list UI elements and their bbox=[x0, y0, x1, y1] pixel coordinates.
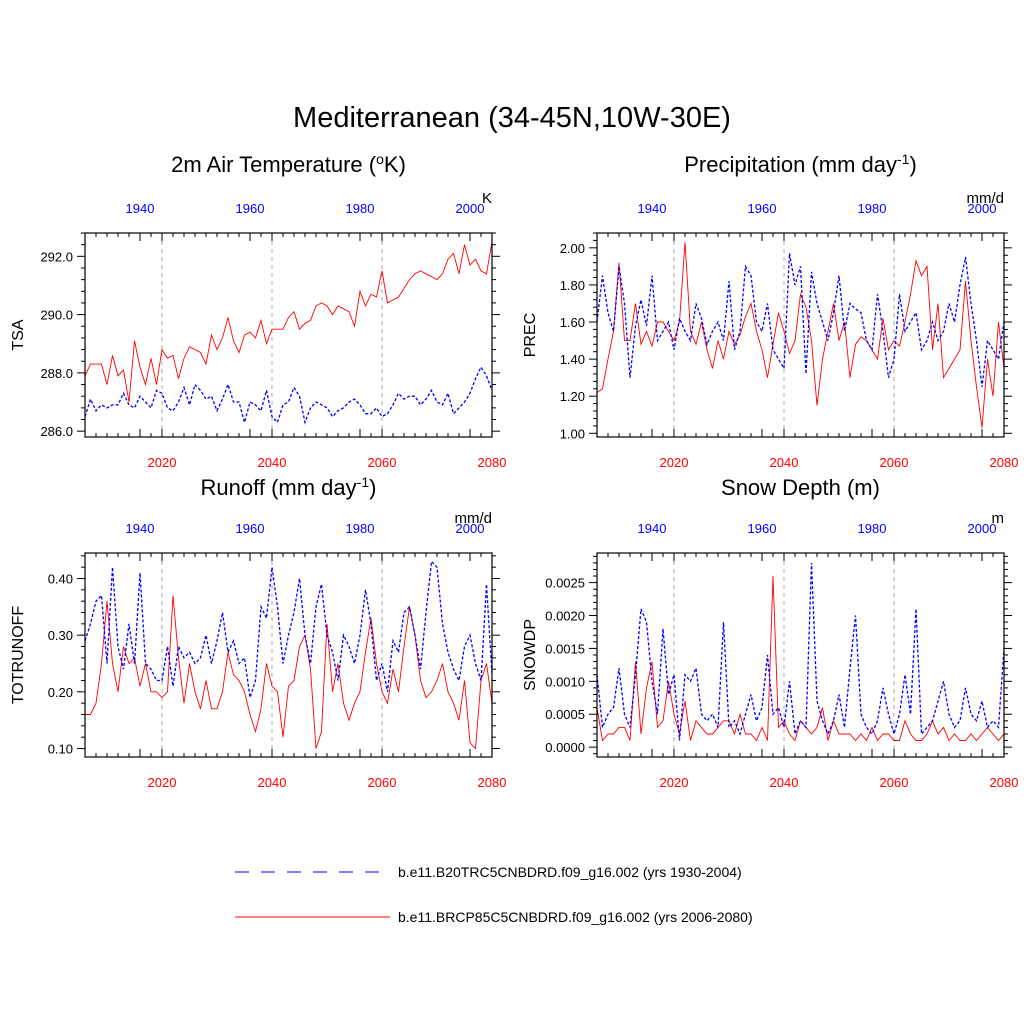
x-tick-label-bottom: 2020 bbox=[148, 455, 177, 470]
y-axis-label: TOTRUNOFF bbox=[10, 606, 27, 705]
series-future-line bbox=[597, 242, 1004, 428]
series-historical-line bbox=[597, 562, 1004, 741]
y-axis-label: PREC bbox=[522, 313, 539, 357]
x-tick-label-bottom: 2060 bbox=[368, 775, 397, 790]
y-tick-label: 0.0010 bbox=[545, 674, 585, 689]
x-tick-label-top: 1980 bbox=[346, 521, 375, 536]
panel-title: Precipitation (mm day-1) bbox=[684, 151, 917, 177]
y-tick-label: 1.20 bbox=[560, 389, 585, 404]
x-tick-label-bottom: 2060 bbox=[880, 455, 909, 470]
y-tick-label: 2.00 bbox=[560, 241, 585, 256]
x-tick-label-top: 1940 bbox=[638, 521, 667, 536]
x-tick-label-top: 1960 bbox=[236, 201, 265, 216]
x-tick-label-bottom: 2060 bbox=[368, 455, 397, 470]
x-tick-label-bottom: 2080 bbox=[478, 455, 507, 470]
series-future-line bbox=[597, 575, 1004, 742]
x-tick-label-bottom: 2080 bbox=[990, 455, 1019, 470]
x-tick-label-top: 1940 bbox=[126, 521, 155, 536]
legend-label-future: b.e11.BRCP85C5CNBDRD.f09_g16.002 (yrs 20… bbox=[398, 909, 753, 925]
y-tick-label: 290.0 bbox=[40, 308, 73, 323]
y-tick-label: 0.0020 bbox=[545, 609, 585, 624]
series-historical-line bbox=[85, 560, 492, 698]
y-tick-label: 0.30 bbox=[48, 628, 73, 643]
panel-snowdp: Snow Depth (m) m SNOWDP 0.0000 0.0005 0.0010 0… bbox=[522, 475, 1018, 790]
y-tick-label: 288.0 bbox=[40, 366, 73, 381]
x-tick-label-top: 1940 bbox=[126, 201, 155, 216]
panel-title: Snow Depth (m) bbox=[721, 475, 880, 500]
x-tick-label-top: 1980 bbox=[346, 201, 375, 216]
panel-units: m bbox=[992, 510, 1005, 527]
y-tick-label: 1.60 bbox=[560, 315, 585, 330]
panel-units: K bbox=[482, 190, 492, 207]
panel-title: Runoff (mm day-1) bbox=[201, 474, 377, 500]
y-tick-label: 286.0 bbox=[40, 424, 73, 439]
x-tick-label-top: 1960 bbox=[236, 521, 265, 536]
panel-totrunoff: Runoff (mm day-1) mm/d TOTRUNOFF 0.10 0.20 0.… bbox=[10, 474, 506, 790]
y-tick-label: 292.0 bbox=[40, 249, 73, 264]
panel-title: 2m Air Temperature (oK) bbox=[171, 151, 406, 177]
x-tick-label-top: 1980 bbox=[858, 521, 887, 536]
x-tick-label-top: 2000 bbox=[456, 201, 485, 216]
y-tick-label: 1.80 bbox=[560, 278, 585, 293]
x-tick-label-bottom: 2060 bbox=[880, 775, 909, 790]
x-tick-label-bottom: 2040 bbox=[258, 455, 287, 470]
x-tick-label-bottom: 2020 bbox=[660, 775, 689, 790]
y-tick-label: 0.0005 bbox=[545, 707, 585, 722]
series-historical-line bbox=[85, 365, 492, 425]
x-tick-label-top: 1960 bbox=[748, 201, 777, 216]
plot-frame bbox=[596, 232, 1005, 438]
y-tick-label: 0.10 bbox=[48, 742, 73, 757]
plot-frame bbox=[84, 552, 493, 758]
panel-units: mm/d bbox=[967, 190, 1005, 207]
y-axis-label: TSA bbox=[10, 319, 27, 350]
y-axis-label: SNOWDP bbox=[522, 619, 539, 691]
x-tick-label-bottom: 2040 bbox=[770, 455, 799, 470]
panel-tsa: 2m Air Temperature (oK) K TSA 286.0 288.0 290… bbox=[10, 151, 506, 470]
panels: 2m Air Temperature (oK) K TSA 286.0 288.0 290… bbox=[10, 151, 1018, 790]
x-tick-label-bottom: 2020 bbox=[660, 455, 689, 470]
y-tick-label: 0.0025 bbox=[545, 576, 585, 591]
x-tick-label-top: 2000 bbox=[968, 521, 997, 536]
x-tick-label-bottom: 2020 bbox=[148, 775, 177, 790]
y-tick-label: 0.40 bbox=[48, 572, 73, 587]
y-tick-label: 0.0000 bbox=[545, 740, 585, 755]
x-tick-label-bottom: 2080 bbox=[478, 775, 507, 790]
series-historical-line bbox=[597, 253, 1004, 387]
x-tick-label-top: 1960 bbox=[748, 521, 777, 536]
figure-title: Mediterranean (34-45N,10W-30E) bbox=[293, 102, 731, 134]
series-future-line bbox=[85, 595, 492, 750]
x-tick-label-bottom: 2040 bbox=[258, 775, 287, 790]
legend: b.e11.B20TRC5CNBDRD.f09_g16.002 (yrs 193… bbox=[235, 864, 753, 925]
x-tick-label-top: 2000 bbox=[456, 521, 485, 536]
y-tick-label: 0.0015 bbox=[545, 641, 585, 656]
plot-frame bbox=[84, 232, 493, 438]
y-tick-label: 1.00 bbox=[560, 426, 585, 441]
panel-units: mm/d bbox=[455, 510, 493, 527]
plot-frame bbox=[596, 552, 1005, 758]
x-tick-label-top: 1940 bbox=[638, 201, 667, 216]
x-tick-label-top: 1980 bbox=[858, 201, 887, 216]
panel-prec: Precipitation (mm day-1) mm/d PREC 1.00 1.20… bbox=[522, 151, 1018, 470]
x-tick-label-top: 2000 bbox=[968, 201, 997, 216]
series-future-line bbox=[85, 241, 492, 403]
y-tick-label: 1.40 bbox=[560, 352, 585, 367]
legend-label-historical: b.e11.B20TRC5CNBDRD.f09_g16.002 (yrs 193… bbox=[398, 864, 742, 880]
x-tick-label-bottom: 2080 bbox=[990, 775, 1019, 790]
y-tick-label: 0.20 bbox=[48, 685, 73, 700]
x-tick-label-bottom: 2040 bbox=[770, 775, 799, 790]
